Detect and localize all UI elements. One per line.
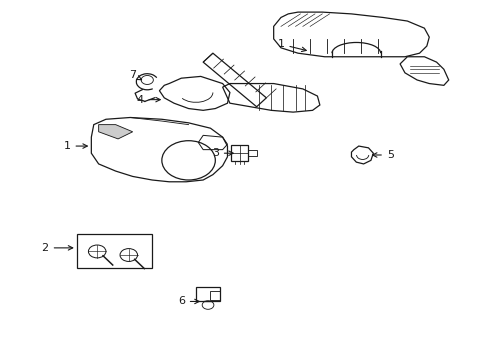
Text: 1: 1 — [277, 39, 305, 51]
Bar — [248, 150, 257, 156]
Text: 4: 4 — [136, 95, 160, 105]
Text: 2: 2 — [41, 243, 73, 253]
Bar — [230, 145, 248, 161]
Text: 7: 7 — [129, 69, 142, 80]
Text: 3: 3 — [211, 148, 233, 158]
Text: 5: 5 — [372, 150, 393, 160]
Bar — [210, 291, 220, 300]
Bar — [196, 287, 220, 301]
Polygon shape — [99, 125, 132, 139]
Text: 1: 1 — [63, 141, 87, 151]
Bar — [77, 234, 152, 267]
Text: 6: 6 — [178, 296, 199, 306]
